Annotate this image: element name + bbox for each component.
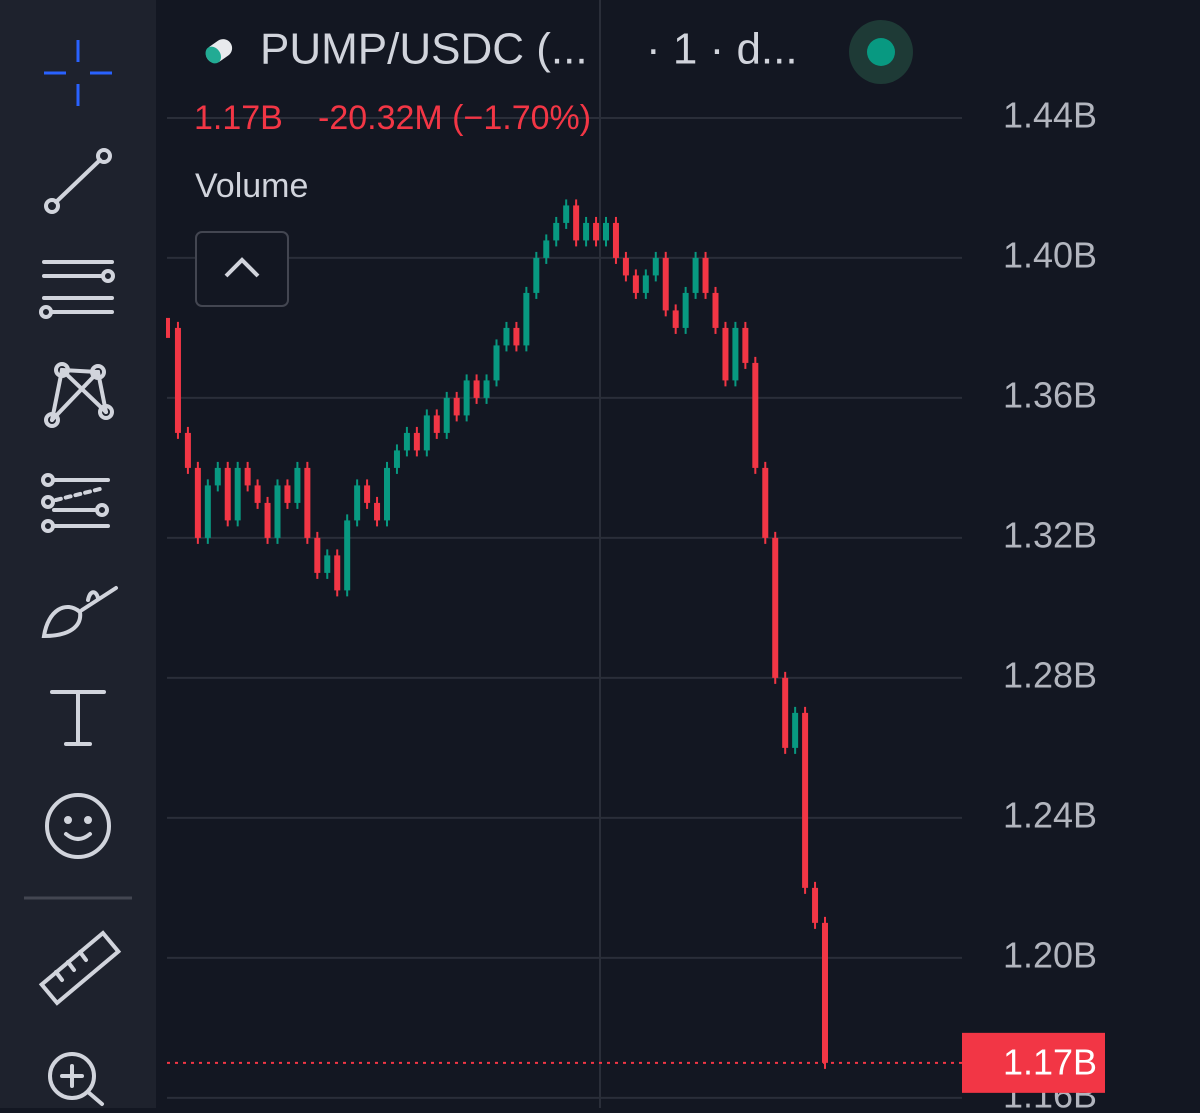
y-tick-label: 1.32B <box>1003 514 1097 555</box>
candle <box>543 240 550 258</box>
candle <box>423 415 430 451</box>
toolbar <box>0 0 156 1108</box>
y-tick-label: 1.28B <box>1003 654 1097 695</box>
last-price-tag <box>962 1032 1105 1093</box>
candle <box>324 555 331 573</box>
last-value: 1.17B <box>194 99 283 137</box>
candle <box>553 222 560 241</box>
candle <box>593 222 600 241</box>
symbol-icon-half <box>205 46 221 64</box>
y-tick-label: 1.44B <box>1003 94 1097 135</box>
candle <box>573 205 580 241</box>
candle <box>802 712 809 888</box>
candle <box>244 467 251 486</box>
y-tick-label: 1.20B <box>1003 934 1097 975</box>
candle <box>284 485 291 503</box>
candle <box>364 485 371 503</box>
candle <box>473 380 480 398</box>
candle <box>374 502 381 521</box>
candle <box>612 222 619 258</box>
candle <box>732 327 739 381</box>
candle <box>782 677 789 748</box>
candle <box>384 467 390 521</box>
candle <box>174 327 181 433</box>
candle <box>184 432 191 468</box>
change: -20.32M (−1.70%) <box>318 99 591 137</box>
candle <box>632 275 639 293</box>
candle <box>194 467 201 538</box>
y-tick-label: 1.40B <box>1003 234 1097 275</box>
collapse-icon <box>224 257 260 278</box>
candle <box>722 327 729 381</box>
candle <box>603 222 609 241</box>
candle <box>483 380 490 398</box>
candle <box>762 467 769 538</box>
candle <box>503 327 510 346</box>
candle <box>254 485 261 503</box>
interval: · 1 · d... <box>646 25 798 74</box>
candle <box>692 257 699 293</box>
candle <box>344 520 351 591</box>
candle <box>294 467 301 503</box>
candle <box>533 257 540 293</box>
symbol: PUMP/USDC (... <box>260 25 588 74</box>
y-tick-label: 1.24B <box>1003 794 1097 835</box>
candle <box>234 467 241 521</box>
candle <box>433 415 440 433</box>
candle <box>752 362 759 468</box>
status-dot <box>867 38 895 66</box>
candle <box>274 485 281 538</box>
candle <box>166 317 170 338</box>
candle <box>204 485 211 538</box>
candle <box>224 467 231 521</box>
candle <box>304 467 311 538</box>
candle <box>622 257 629 276</box>
candle <box>682 292 689 328</box>
candle <box>264 502 271 538</box>
candle <box>652 257 659 276</box>
last-price-label: 1.17B <box>1003 1041 1097 1082</box>
candle <box>742 327 749 363</box>
candle <box>563 205 570 223</box>
candle <box>662 257 669 311</box>
candle <box>792 712 799 748</box>
candle <box>463 380 470 416</box>
header: PUMP/USDC (... · 1 · d... 1.17B -20.32M … <box>194 20 913 307</box>
indicator: Volume <box>195 167 308 205</box>
candle <box>393 450 400 468</box>
candle <box>214 467 221 486</box>
collapse-button[interactable] <box>195 231 289 307</box>
candle <box>403 432 410 451</box>
candle <box>523 292 530 346</box>
candle <box>672 310 679 328</box>
candle <box>413 432 420 451</box>
candle <box>583 222 590 241</box>
candle <box>712 292 719 328</box>
candle <box>702 257 709 293</box>
candle <box>513 327 520 346</box>
y-tick-label: 1.36B <box>1003 374 1097 415</box>
candle <box>453 397 460 416</box>
candle <box>334 555 341 591</box>
candle <box>493 345 500 381</box>
candle <box>642 275 649 293</box>
candle <box>812 887 819 923</box>
candle <box>772 537 779 678</box>
candle <box>314 537 321 573</box>
toolbar-icons[interactable] <box>24 40 132 1106</box>
candle <box>822 922 828 1063</box>
candle <box>443 397 450 433</box>
candle <box>354 485 361 521</box>
